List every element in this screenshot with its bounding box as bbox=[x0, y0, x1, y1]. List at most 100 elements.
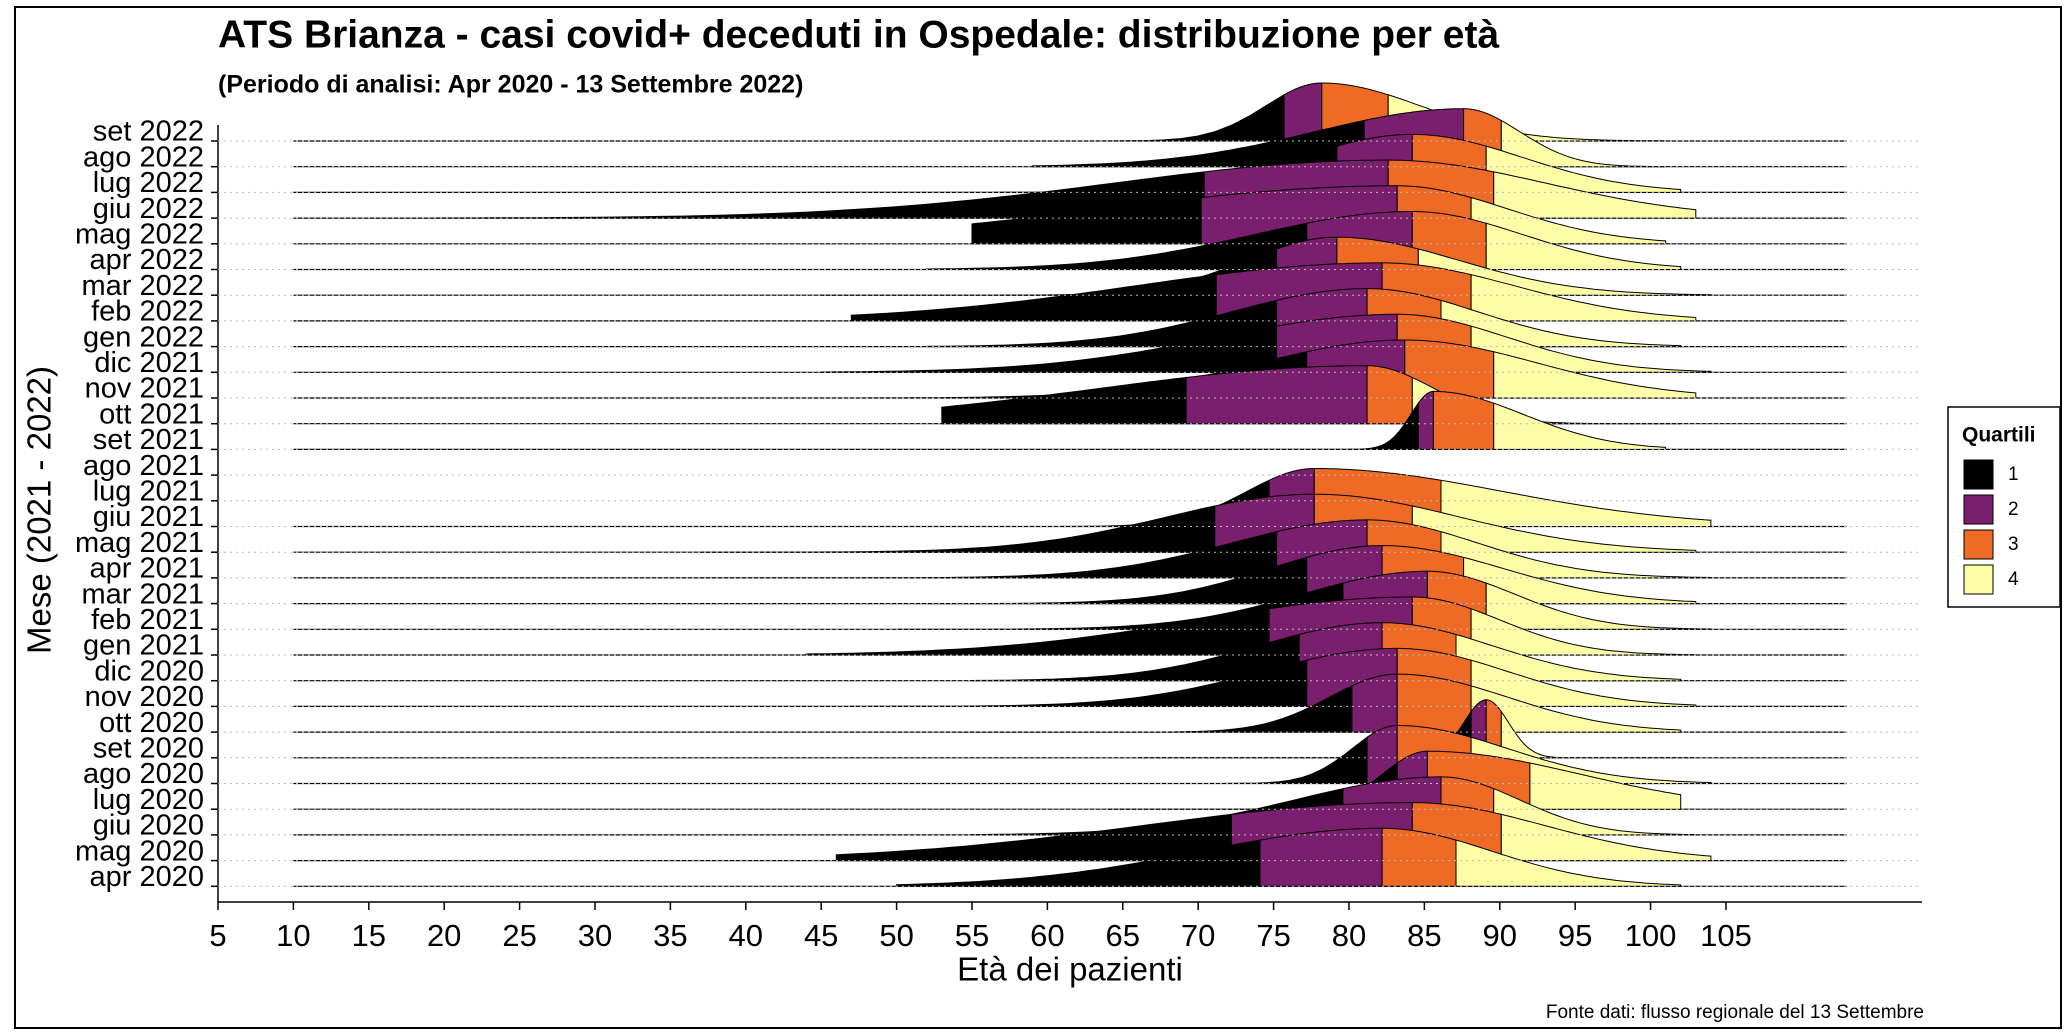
x-tick-label: 40 bbox=[729, 918, 763, 953]
quartile-region bbox=[1500, 119, 1667, 168]
x-tick-label: 65 bbox=[1106, 918, 1140, 953]
x-tick-label: 90 bbox=[1483, 918, 1517, 953]
x-tick-label: 85 bbox=[1407, 918, 1441, 953]
y-tick-label: mag 2020 bbox=[75, 835, 204, 867]
quartile-region bbox=[971, 633, 1300, 682]
source-note: Fonte dati: flusso regionale del 13 Sett… bbox=[1546, 1002, 1924, 1023]
y-tick-label: set 2020 bbox=[93, 732, 204, 764]
y-tick-label: ago 2022 bbox=[83, 141, 204, 173]
quartile-region bbox=[820, 325, 1278, 373]
y-tick-label: apr 2022 bbox=[90, 244, 205, 276]
quartile-region bbox=[1381, 827, 1457, 887]
quartile-region bbox=[1440, 479, 1712, 527]
y-tick-label: ott 2021 bbox=[99, 398, 204, 430]
quartile-region bbox=[1351, 673, 1398, 733]
quartile-region bbox=[1470, 685, 1682, 733]
y-tick-label: gen 2022 bbox=[83, 321, 204, 353]
y-tick-label: dic 2020 bbox=[94, 655, 204, 687]
x-tick-label: 105 bbox=[1700, 918, 1752, 953]
quartile-region bbox=[1470, 325, 1712, 373]
quartile-region bbox=[1493, 171, 1697, 219]
legend-title: Quartili bbox=[1962, 424, 2036, 447]
x-tick-label: 20 bbox=[427, 918, 461, 953]
quartile-region bbox=[368, 171, 1205, 219]
quartile-region bbox=[1470, 608, 1697, 656]
y-tick-label: feb 2022 bbox=[91, 296, 204, 328]
quartile-region bbox=[1404, 339, 1495, 399]
quartile-region bbox=[1455, 633, 1682, 682]
quartile-region bbox=[1463, 556, 1697, 605]
quartile-region bbox=[1185, 365, 1368, 425]
quartile-region bbox=[1417, 390, 1434, 450]
quartile-region bbox=[1493, 351, 1697, 399]
legend-swatch bbox=[1963, 494, 1994, 525]
y-tick-label: lug 2022 bbox=[93, 167, 204, 199]
legend-label: 3 bbox=[2008, 534, 2019, 555]
quartile-region bbox=[700, 505, 1216, 553]
quartile-region bbox=[1493, 787, 1697, 836]
y-tick-label: gen 2021 bbox=[83, 630, 204, 662]
quartile-region bbox=[1529, 762, 1682, 810]
quartile-region bbox=[1470, 274, 1697, 322]
quartile-region bbox=[805, 608, 1270, 656]
legend-label: 2 bbox=[2008, 499, 2019, 520]
legend-label: 4 bbox=[2008, 569, 2019, 590]
quartile-region bbox=[1493, 402, 1667, 450]
y-tick-label: nov 2020 bbox=[85, 681, 204, 713]
quartile-region bbox=[1366, 365, 1413, 425]
outer-border bbox=[14, 6, 2062, 1029]
quartile-region bbox=[1485, 222, 1682, 270]
y-tick-label: ago 2020 bbox=[83, 758, 204, 790]
quartile-region bbox=[1455, 839, 1682, 887]
x-tick-label: 35 bbox=[653, 918, 687, 953]
x-tick-label: 10 bbox=[276, 918, 310, 953]
y-tick-label: lug 2021 bbox=[93, 475, 204, 507]
y-tick-label: mar 2022 bbox=[81, 270, 204, 302]
x-tick-label: 50 bbox=[879, 918, 913, 953]
quartile-region bbox=[1031, 119, 1365, 168]
quartile-region bbox=[941, 376, 1187, 425]
quartile-region bbox=[1470, 659, 1697, 707]
y-tick-label: mag 2022 bbox=[75, 218, 204, 250]
x-tick-label: 25 bbox=[502, 918, 536, 953]
y-tick-label: nov 2021 bbox=[85, 373, 204, 405]
quartile-region bbox=[926, 556, 1308, 605]
quartile-region bbox=[926, 736, 1368, 784]
x-tick-label: 80 bbox=[1332, 918, 1366, 953]
y-tick-label: set 2022 bbox=[93, 116, 204, 148]
x-tick-label: 15 bbox=[352, 918, 386, 953]
quartile-region bbox=[1500, 813, 1712, 862]
y-tick-label: apr 2021 bbox=[90, 553, 205, 585]
quartile-region bbox=[1470, 196, 1667, 245]
x-tick-label: 60 bbox=[1030, 918, 1064, 953]
y-tick-label: ott 2020 bbox=[99, 707, 204, 739]
x-tick-label: 70 bbox=[1181, 918, 1215, 953]
quartile-region bbox=[1485, 582, 1712, 630]
y-tick-label: mag 2021 bbox=[75, 527, 204, 559]
y-tick-label: dic 2021 bbox=[94, 347, 204, 379]
y-tick-label: mar 2021 bbox=[81, 578, 204, 610]
y-tick-label: ago 2021 bbox=[83, 450, 204, 482]
chart-title: ATS Brianza - casi covid+ deceduti in Os… bbox=[218, 13, 1499, 56]
quartile-region bbox=[1283, 82, 1323, 142]
quartile-region bbox=[850, 274, 1217, 322]
quartile-region bbox=[1396, 673, 1472, 733]
y-tick-label: apr 2020 bbox=[90, 861, 205, 893]
quartile-region bbox=[926, 222, 1308, 270]
x-tick-label: 45 bbox=[804, 918, 838, 953]
x-tick-label: 95 bbox=[1558, 918, 1592, 953]
quartile-region bbox=[835, 813, 1232, 862]
y-tick-label: lug 2020 bbox=[93, 784, 204, 816]
x-tick-label: 100 bbox=[1625, 918, 1677, 953]
quartile-region bbox=[971, 197, 1202, 245]
chart-subtitle: (Periodo di analisi: Apr 2020 - 13 Sette… bbox=[218, 71, 803, 99]
y-tick-label: feb 2021 bbox=[91, 604, 204, 636]
y-tick-label: set 2021 bbox=[93, 424, 204, 456]
quartile-region bbox=[594, 93, 1285, 142]
y-tick-label: giu 2020 bbox=[93, 810, 204, 842]
quartile-region bbox=[1440, 531, 1712, 579]
x-tick-label: 5 bbox=[209, 918, 226, 953]
quartile-region bbox=[926, 299, 1278, 348]
y-axis-title: Mese (2021 - 2022) bbox=[21, 366, 58, 654]
